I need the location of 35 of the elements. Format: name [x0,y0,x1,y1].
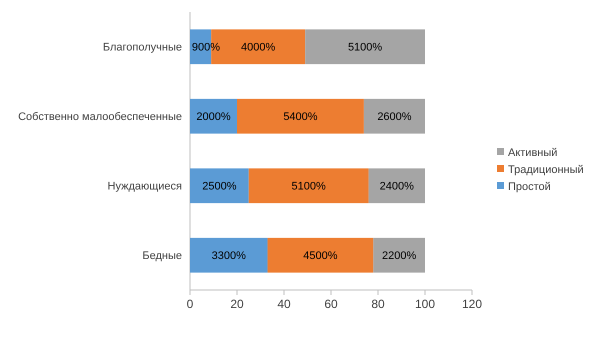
bar [248,168,369,204]
data-label: 5100% [348,42,382,54]
bar [190,168,249,204]
data-label: 2000% [196,111,231,124]
bar [364,98,425,134]
data-label: 3300% [212,250,246,262]
y-tick-label: Собственно малообеспеченные [18,111,182,124]
legend-label: Простой [508,180,551,193]
x-tick-label: 0 [186,297,194,311]
data-label: 4000% [241,42,276,54]
legend-label: Традиционный [508,164,584,176]
legend-label: Активный [508,146,558,159]
x-tick-label: 40 [277,297,291,311]
x-tick-label: 60 [324,297,338,311]
y-tick-label: Нуждающиеся [108,180,182,193]
data-label: 5100% [292,180,326,193]
bar [268,238,374,273]
data-label: 2500% [202,180,237,193]
y-tick-label: Благополучные [102,42,182,54]
bar [368,168,425,204]
bar [373,238,425,273]
data-label: 2400% [380,180,414,193]
bar [305,29,425,64]
data-label: 4500% [303,250,338,262]
x-tick-label: 120 [462,297,482,311]
bar [237,98,364,134]
x-tick-label: 20 [230,297,244,311]
data-label: 5400% [283,111,318,124]
y-tick-label: Бедные [142,250,182,262]
bar [190,238,268,273]
x-tick-label: 100 [414,297,436,311]
data-label: 2200% [382,250,416,262]
bar [190,98,237,134]
data-label: 2600% [377,111,412,124]
x-tick-label: 80 [371,297,385,311]
